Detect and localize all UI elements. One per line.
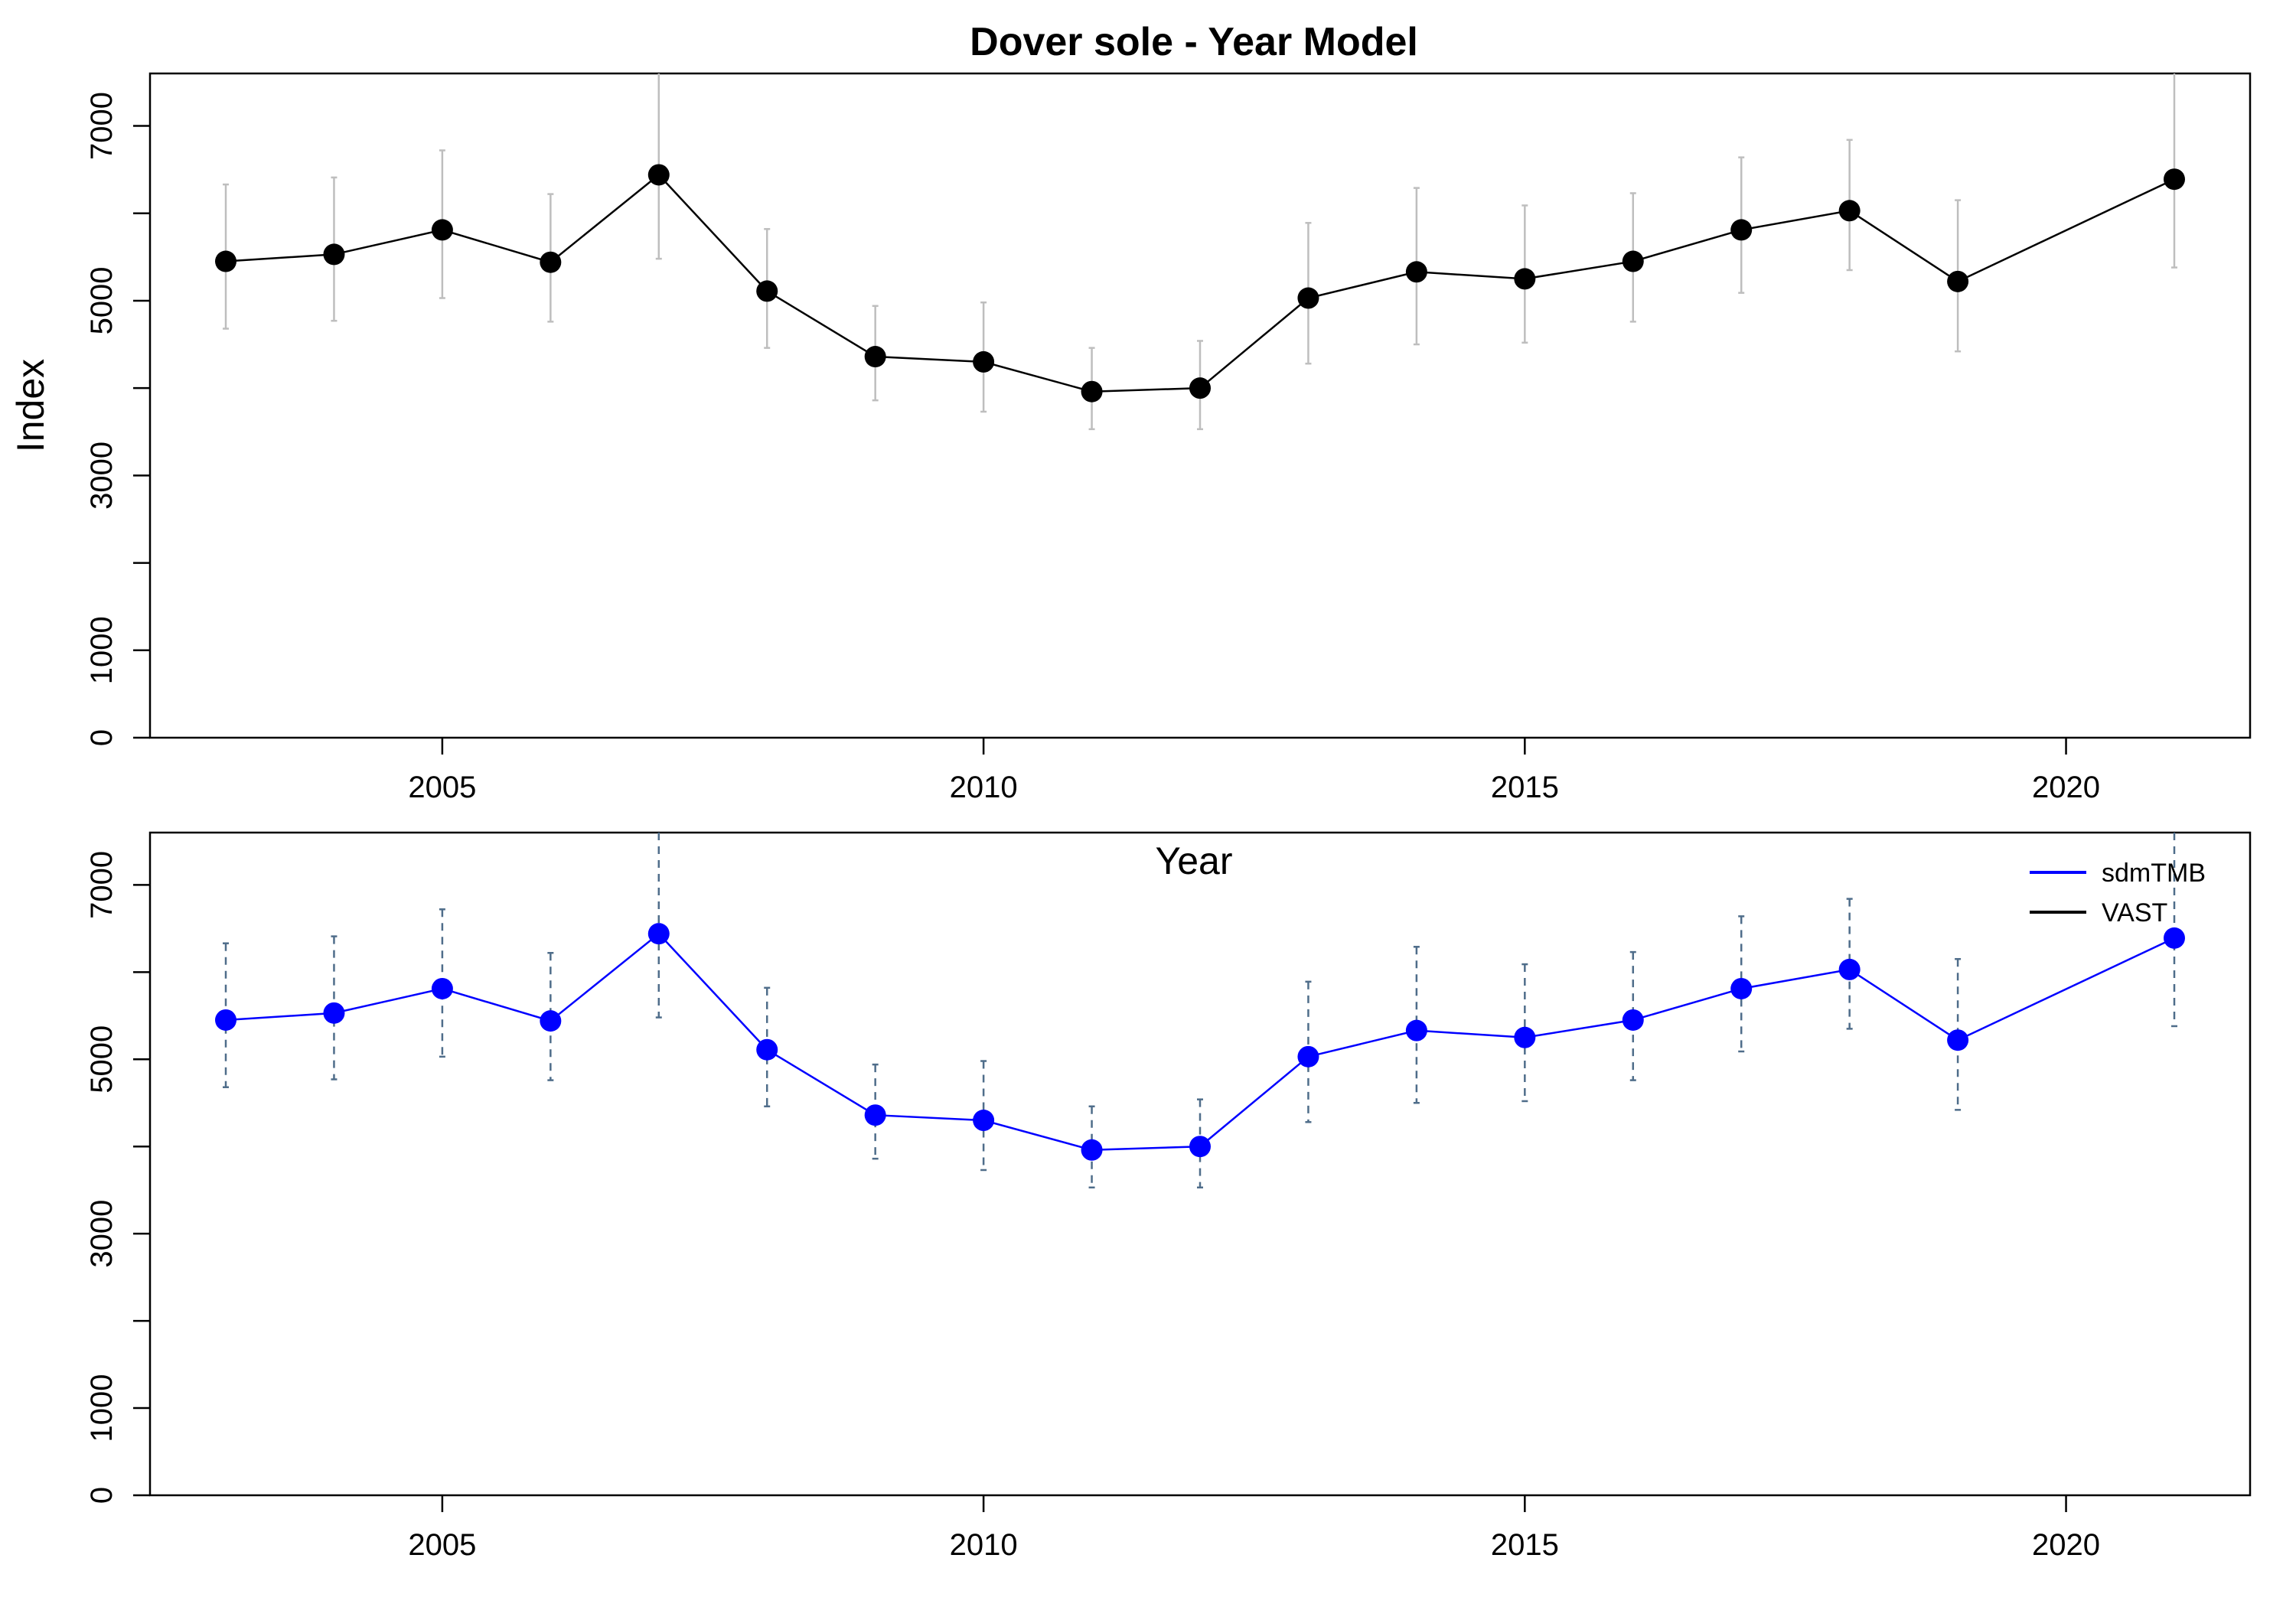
- data-point: [864, 1104, 886, 1126]
- data-point: [756, 1038, 778, 1061]
- series-line: [225, 932, 2175, 1152]
- data-point: [1189, 1136, 1211, 1158]
- data-point: [215, 1009, 237, 1031]
- y-axis-label: Index: [9, 359, 52, 452]
- x-tick-label: 2020: [2032, 771, 2100, 804]
- data-point: [431, 219, 453, 241]
- legend-entry-label: sdmTMB: [2102, 859, 2206, 888]
- data-point: [1081, 1139, 1103, 1161]
- data-point: [973, 1110, 995, 1132]
- y-tick-label: 3000: [85, 442, 119, 510]
- y-tick-label: 1000: [85, 616, 119, 684]
- data-point: [1947, 270, 1969, 292]
- data-point: [1189, 377, 1211, 399]
- series-line: [225, 173, 2175, 393]
- data-point: [1730, 219, 1753, 241]
- legend: sdmTMB VAST: [2030, 859, 2206, 927]
- plot-frame: [148, 831, 2252, 1497]
- plot-frame: [148, 72, 2252, 739]
- y-tick-label: 7000: [85, 92, 119, 160]
- x-tick-label: 2020: [2032, 1528, 2100, 1562]
- data-point: [2163, 168, 2185, 191]
- data-point: [1405, 261, 1427, 283]
- y-tick-label: 0: [85, 1487, 119, 1504]
- data-point: [540, 1010, 562, 1032]
- x-tick-label: 2015: [1491, 771, 1559, 804]
- y-tick-label: 0: [85, 729, 119, 746]
- x-tick-label: 2015: [1491, 1528, 1559, 1562]
- data-point: [1514, 1026, 1536, 1048]
- data-point: [647, 164, 670, 186]
- data-point: [2163, 927, 2185, 949]
- data-point: [1297, 1045, 1319, 1068]
- x-tick-label: 2005: [408, 771, 476, 804]
- data-point: [756, 280, 778, 302]
- data-point: [1730, 977, 1753, 999]
- data-point: [1297, 287, 1319, 309]
- data-point: [1838, 958, 1861, 980]
- chart-title: Dover sole - Year Model: [970, 20, 1418, 64]
- data-point: [1622, 250, 1644, 272]
- y-tick-label: 3000: [85, 1200, 119, 1268]
- data-point: [1405, 1019, 1427, 1041]
- data-point: [1514, 268, 1536, 290]
- data-point: [1838, 200, 1861, 222]
- data-point: [1947, 1029, 1969, 1051]
- data-point: [323, 1002, 345, 1024]
- y-tick-label: 1000: [85, 1374, 119, 1442]
- data-point: [647, 923, 670, 945]
- data-point: [431, 977, 453, 999]
- data-point: [973, 350, 995, 373]
- y-tick-label: 5000: [85, 266, 119, 334]
- x-axis-label: Year: [1155, 839, 1232, 882]
- x-tick-label: 2010: [950, 1528, 1018, 1562]
- legend-entry-label: VAST: [2102, 898, 2167, 927]
- data-point: [1081, 380, 1103, 403]
- y-tick-label: 5000: [85, 1025, 119, 1094]
- data-point: [215, 250, 237, 272]
- x-tick-label: 2005: [408, 1528, 476, 1562]
- data-point: [1622, 1009, 1644, 1031]
- data-point: [323, 243, 345, 266]
- data-point: [540, 251, 562, 273]
- x-tick-label: 2010: [950, 771, 1018, 804]
- bottom-panel: 0 1000 3000 5000 7000 2005 2010 2015 2020: [85, 831, 2252, 1562]
- data-point: [864, 346, 886, 368]
- top-panel: 0 1000 3000 5000 7000 2005 2010 2015 2020: [85, 72, 2252, 804]
- y-tick-label: 7000: [85, 851, 119, 919]
